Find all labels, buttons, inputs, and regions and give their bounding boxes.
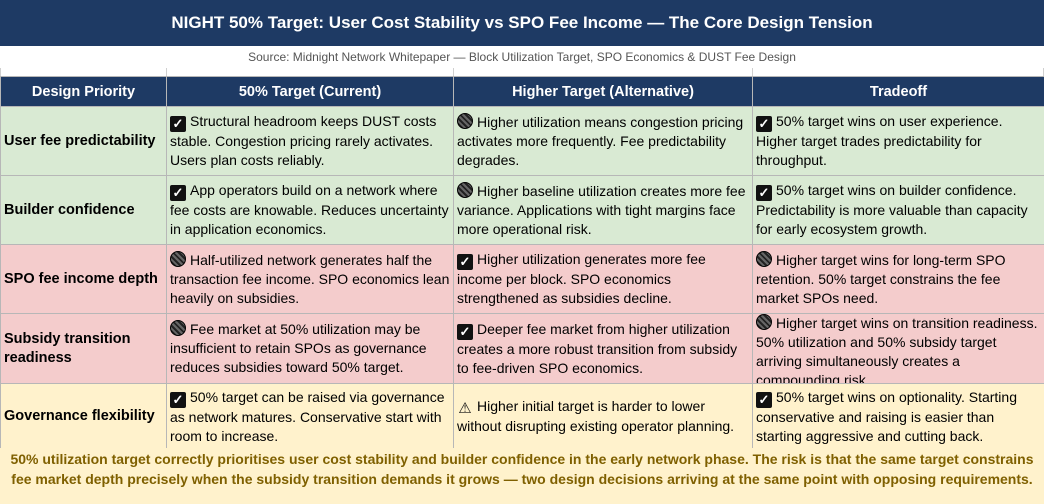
current-cell: ✓ Structural headroom keeps DUST costs st… (166, 106, 454, 176)
cell-text: Fee market at 50% utilization may be ins… (170, 321, 427, 375)
check-icon: ✓ (457, 254, 473, 270)
cell-text: Higher target wins for long-term SPO ret… (756, 251, 1006, 306)
alternative-cell: ✓ Higher utilization generates more fee i… (453, 244, 753, 314)
cell-text: App operators build on a network where f… (170, 182, 449, 237)
alternative-cell: Higher baseline utilization creates more… (453, 175, 753, 245)
circle-icon (457, 112, 473, 129)
table-row: User fee predictability ✓ Structural headr… (0, 106, 1044, 176)
current-cell: ✓ App operators build on a network where … (166, 175, 454, 245)
cell-text: Higher target wins on transition readine… (756, 315, 1038, 383)
column-header: Design Priority (0, 76, 167, 107)
check-icon: ✓ (756, 116, 772, 132)
tradeoff-cell: ✓ 50% target wins on user experience. Hig… (752, 106, 1044, 176)
table-row: SPO fee income depth Half-utilized networ… (0, 244, 1044, 314)
comparison-table: Design Priority 50% Target (Current) Hig… (0, 76, 1044, 450)
priority-cell: Subsidy transition readiness (0, 313, 167, 384)
circle-icon (457, 181, 473, 198)
cell-text: Higher utilization means congestion pric… (457, 113, 744, 168)
tradeoff-cell: ✓ 50% target wins on optionality. Startin… (752, 383, 1044, 450)
column-header: Higher Target (Alternative) (453, 76, 753, 107)
current-cell: ✓ 50% target can be raised via governance… (166, 383, 454, 450)
table-row: Governance flexibility ✓ 50% target can be… (0, 383, 1044, 450)
current-cell: Fee market at 50% utilization may be ins… (166, 313, 454, 384)
check-icon: ✓ (170, 116, 186, 132)
separator (0, 68, 1044, 76)
cell-text: 50% target wins on user experience. High… (756, 113, 1003, 168)
circle-icon (756, 314, 772, 330)
table-row: Builder confidence ✓ App operators build o… (0, 175, 1044, 245)
circle-icon (756, 250, 772, 267)
check-icon: ✓ (756, 391, 772, 408)
cell-text: Higher baseline utilization creates more… (457, 182, 746, 237)
check-icon: ✓ (170, 185, 186, 201)
cell-text: Higher utilization generates more fee in… (457, 251, 706, 306)
priority-cell: Builder confidence (0, 175, 167, 245)
table-row: Subsidy transition readiness Fee market a… (0, 313, 1044, 384)
alternative-cell: ✓ Deeper fee market from higher utilizati… (453, 313, 753, 384)
column-header: 50% Target (Current) (166, 76, 454, 107)
check-icon: ✓ (756, 185, 772, 201)
tradeoff-cell: ✓ 50% target wins on builder confidence. … (752, 175, 1044, 245)
header-row: Design Priority 50% Target (Current) Hig… (0, 76, 1044, 107)
circle-icon (170, 250, 186, 267)
circle-icon (170, 320, 186, 336)
check-icon: ✓ (170, 391, 186, 408)
cell-text: Higher initial target is harder to lower… (457, 398, 735, 434)
source-note: Source: Midnight Network Whitepaper — Bl… (248, 50, 796, 64)
current-cell: Half-utilized network generates half the… (166, 244, 454, 314)
priority-cell: Governance flexibility (0, 383, 167, 450)
page-title: NIGHT 50% Target: User Cost Stability vs… (0, 0, 1044, 46)
tradeoff-cell: Higher target wins on transition readine… (752, 313, 1044, 384)
alternative-cell: Higher utilization means congestion pric… (453, 106, 753, 176)
cell-text: Deeper fee market from higher utilizatio… (457, 320, 738, 376)
cell-text: Structural headroom keeps DUST costs sta… (170, 113, 437, 168)
cell-text: Half-utilized network generates half the… (170, 251, 450, 306)
cell-text: 50% target wins on builder confidence. P… (756, 182, 1028, 237)
cell-text: 50% target wins on optionality. Starting… (756, 388, 1017, 444)
priority-cell: User fee predictability (0, 106, 167, 176)
warning-icon: ⚠ (458, 400, 472, 417)
priority-cell: SPO fee income depth (0, 244, 167, 314)
tradeoff-cell: Higher target wins for long-term SPO ret… (752, 244, 1044, 314)
check-icon: ✓ (457, 323, 473, 340)
alternative-cell: ⚠ Higher initial target is harder to lowe… (453, 383, 753, 450)
column-header: Tradeoff (752, 76, 1044, 107)
summary-note: 50% utilization target correctly priorit… (0, 448, 1044, 504)
cell-text: 50% target can be raised via governance … (170, 388, 445, 444)
